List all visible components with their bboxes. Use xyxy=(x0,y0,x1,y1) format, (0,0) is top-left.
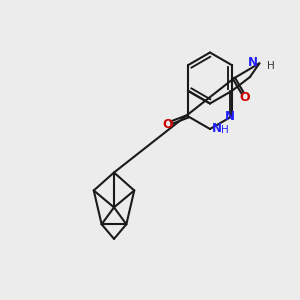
Text: H: H xyxy=(267,61,275,71)
Text: O: O xyxy=(240,91,250,104)
Text: H: H xyxy=(221,125,229,136)
Text: N: N xyxy=(225,110,235,123)
Text: O: O xyxy=(162,118,173,130)
Text: N: N xyxy=(248,56,258,69)
Text: N: N xyxy=(212,122,221,136)
